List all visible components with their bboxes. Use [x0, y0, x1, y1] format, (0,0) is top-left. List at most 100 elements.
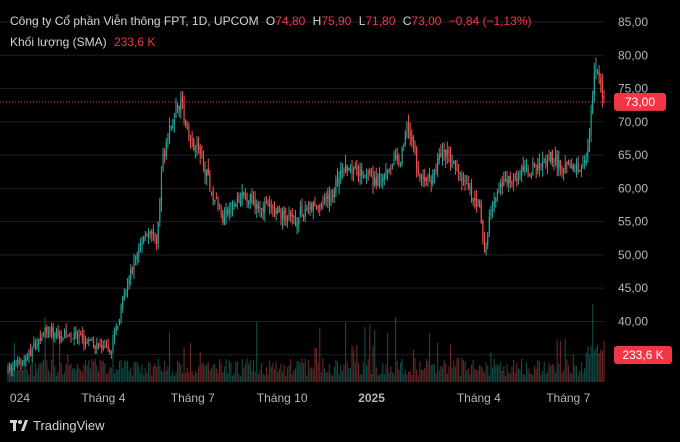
- volume-bar: [75, 369, 77, 382]
- volume-bar: [317, 362, 319, 382]
- candle-body: [579, 170, 581, 172]
- candle-body: [207, 167, 209, 175]
- volume-bar: [107, 372, 109, 382]
- volume-bar: [488, 375, 490, 382]
- volume-bar: [509, 373, 511, 382]
- volume-bar: [88, 360, 90, 382]
- candle-body: [178, 106, 180, 111]
- volume-bar: [521, 358, 523, 382]
- candle-body: [335, 179, 337, 193]
- volume-bar: [101, 361, 103, 382]
- low-value: 71,80: [365, 14, 396, 28]
- candle-body: [332, 194, 334, 197]
- volume-bar: [210, 368, 213, 382]
- candle-body: [156, 234, 158, 244]
- volume-bar: [154, 363, 156, 382]
- candle-body: [18, 360, 20, 363]
- volume-bar: [114, 372, 116, 382]
- candle-body: [411, 136, 413, 140]
- volume-bar: [537, 360, 539, 382]
- volume-bar: [387, 332, 389, 382]
- volume-bar: [420, 369, 423, 382]
- candle-body: [522, 165, 524, 170]
- volume-bar: [180, 364, 182, 382]
- volume-bar: [407, 371, 410, 382]
- candle-body: [241, 192, 243, 198]
- candle-body: [396, 154, 398, 159]
- volume-bar: [330, 373, 332, 382]
- volume-bar: [55, 375, 58, 382]
- volume-bar: [283, 364, 285, 382]
- candle-body: [556, 154, 558, 168]
- volume-bar: [31, 360, 33, 382]
- volume-bar: [10, 363, 12, 382]
- volume-bar: [356, 344, 358, 382]
- volume-bar: [130, 367, 132, 382]
- candle-body: [500, 183, 502, 188]
- candle-body: [537, 165, 539, 171]
- candle-body: [244, 194, 246, 196]
- volume-bar: [364, 326, 366, 382]
- volume-bar: [366, 365, 368, 382]
- candle-body: [419, 173, 421, 179]
- volume-bar: [309, 368, 311, 382]
- candle-body: [222, 213, 224, 223]
- x-tick-label: 024: [10, 391, 30, 405]
- volume-bar: [178, 362, 180, 382]
- volume-bar: [542, 371, 544, 382]
- volume-bar: [425, 358, 427, 382]
- candle-body: [566, 162, 568, 166]
- volume-bar: [60, 362, 62, 382]
- candle-body: [575, 165, 578, 173]
- volume-bar: [588, 355, 591, 382]
- volume-bar: [454, 366, 456, 382]
- y-tick-label: 45,00: [618, 281, 648, 295]
- volume-bar: [349, 367, 351, 382]
- candle-body: [430, 179, 432, 185]
- candle-body: [21, 362, 24, 364]
- candle-body: [432, 175, 434, 184]
- candle-body: [278, 211, 280, 213]
- volume-bar: [353, 349, 355, 382]
- candle-body: [315, 205, 318, 207]
- candle-body: [438, 154, 440, 161]
- candle-body: [86, 341, 88, 343]
- candle-body: [440, 153, 442, 157]
- volume-bar: [495, 365, 497, 382]
- candle-body: [433, 170, 435, 177]
- volume-bar: [141, 364, 143, 382]
- candle-body: [406, 121, 408, 131]
- volume-bar: [592, 303, 594, 382]
- candle-body: [130, 269, 132, 279]
- candle-body: [34, 343, 37, 349]
- candle-body: [107, 345, 109, 350]
- candle-body: [600, 78, 602, 84]
- candle-body: [404, 131, 406, 145]
- candle-body: [251, 194, 253, 204]
- candle-body: [424, 177, 426, 182]
- volume-bar: [257, 373, 259, 382]
- candle-body: [248, 200, 250, 205]
- candle-body: [372, 175, 374, 186]
- candle-body: [194, 148, 196, 152]
- volume-bar: [491, 367, 494, 382]
- candle-body: [548, 158, 550, 160]
- candle-body: [298, 217, 300, 225]
- candle-body: [25, 357, 27, 362]
- candle-body: [68, 334, 70, 336]
- candle-body: [391, 166, 393, 167]
- candle-body: [309, 203, 311, 211]
- last-price-badge: [614, 92, 666, 111]
- candle-body: [105, 347, 108, 348]
- candle-body: [191, 138, 193, 139]
- volume-bar: [428, 333, 431, 382]
- volume-bar: [80, 369, 82, 382]
- volume-bar: [291, 374, 293, 382]
- volume-bar: [522, 374, 524, 382]
- tradingview-logo[interactable]: TradingView: [10, 418, 105, 433]
- volume-bar: [320, 372, 322, 382]
- volume-bar: [385, 364, 387, 382]
- volume-bar: [590, 346, 592, 382]
- candle-body: [209, 174, 211, 192]
